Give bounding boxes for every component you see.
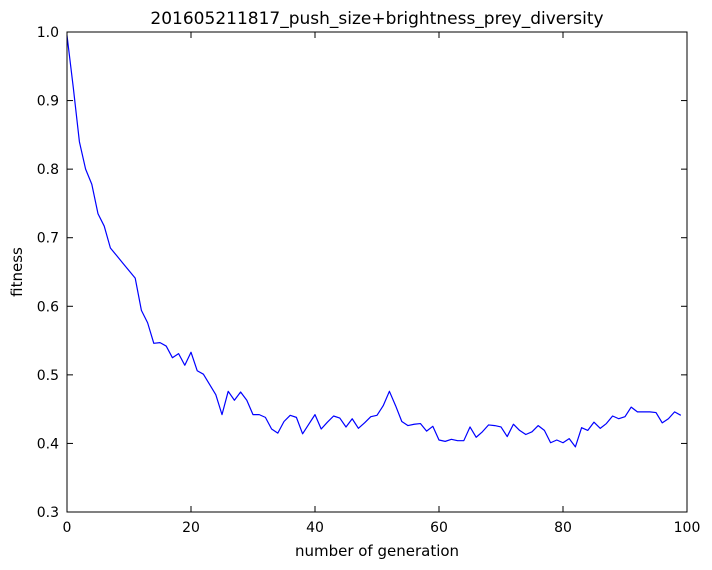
tick-layer: 0 20 40 60 80 100 0.3 0.4 0.5 0.6 0.7 0.8 0.9 1.0 [37, 25, 701, 536]
y-axis-label: fitness [8, 247, 26, 297]
series-layer [66, 35, 682, 448]
x-tick-label: 40 [306, 520, 324, 536]
x-tick-label: 100 [674, 520, 701, 536]
plot-frame [66, 31, 688, 513]
y-tick-label: 0.5 [37, 368, 59, 384]
chart-title: 201605211817_push_size+brightness_prey_d… [150, 9, 603, 29]
y-tick-label: 0.3 [37, 505, 59, 521]
x-tick-label: 80 [554, 520, 572, 536]
y-tick-label: 0.4 [37, 436, 59, 452]
y-tick-label: 0.8 [37, 162, 59, 178]
x-tick-label: 0 [63, 520, 72, 536]
y-tick-label: 1.0 [37, 25, 59, 41]
fitness-series-line [66, 35, 682, 448]
y-tick-label: 0.9 [37, 94, 59, 110]
x-tick-label: 20 [182, 520, 200, 536]
x-axis-label: number of generation [295, 542, 459, 560]
y-tick-label: 0.6 [37, 299, 59, 315]
y-tick-label: 0.7 [37, 231, 59, 247]
x-tick-label: 60 [430, 520, 448, 536]
